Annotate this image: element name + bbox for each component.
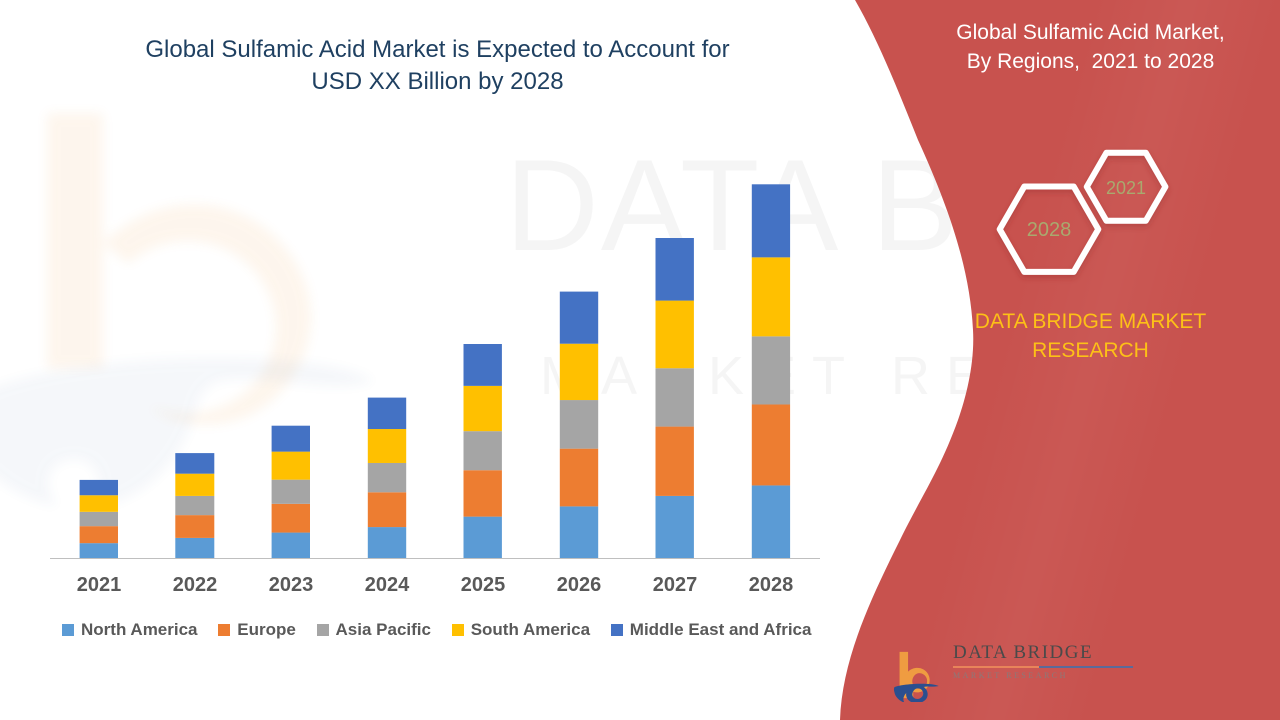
svg-text:2021: 2021 [1106,178,1146,198]
svg-text:2028: 2028 [1027,219,1072,241]
